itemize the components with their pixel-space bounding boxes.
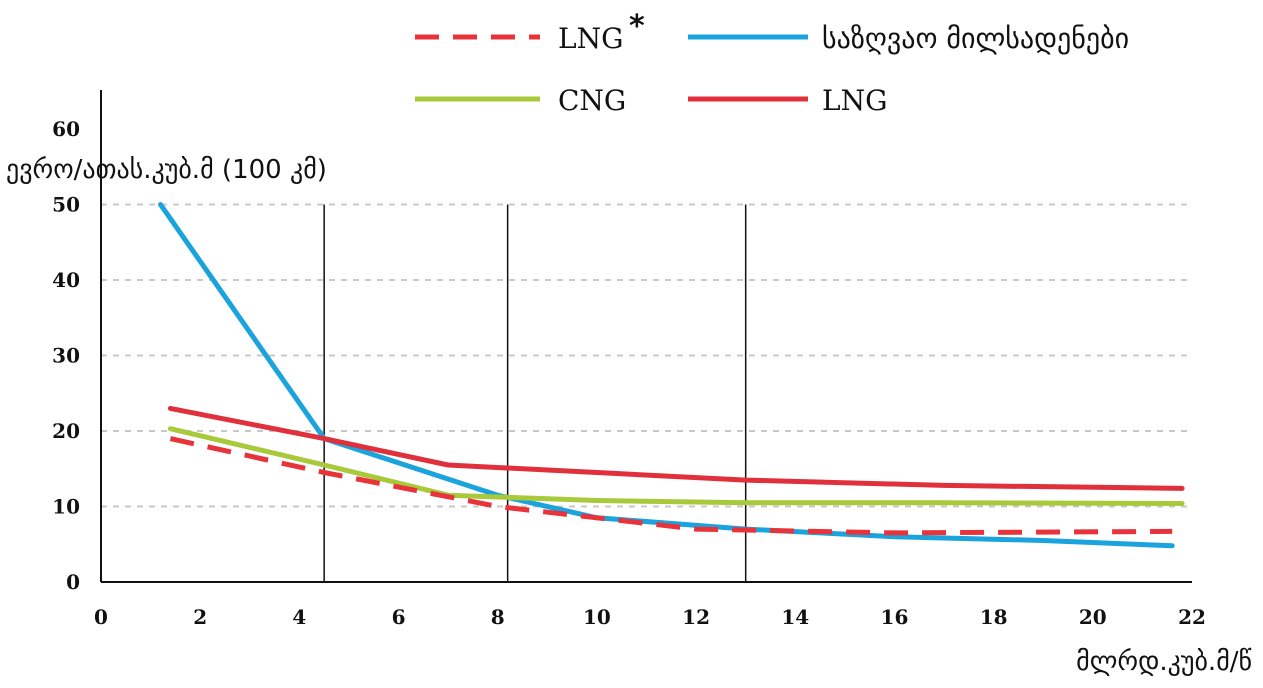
x-tick-label: 2 bbox=[193, 605, 207, 629]
vertical-markers bbox=[323, 204, 747, 582]
y-tick-label: 10 bbox=[52, 495, 80, 519]
series-line-0 bbox=[169, 436, 1173, 536]
series-line-3 bbox=[167, 405, 1185, 491]
series-line-1 bbox=[158, 202, 1175, 549]
x-tick-label: 12 bbox=[682, 605, 710, 629]
y-tick-label: 40 bbox=[52, 268, 80, 292]
x-tick-label: 8 bbox=[491, 605, 505, 629]
legend-asterisk: * bbox=[629, 9, 645, 44]
y-tick-label: 60 bbox=[52, 117, 80, 141]
y-tick-label: 20 bbox=[52, 419, 80, 443]
y-tick-label: 50 bbox=[52, 193, 80, 217]
y-axis-title: ევრო/ათას.კუბ.მ (100 კმ) bbox=[6, 155, 327, 185]
x-tick-label: 20 bbox=[1079, 605, 1107, 629]
x-axis-title: მლრდ.კუბ.მ/წ bbox=[1076, 647, 1252, 677]
legend: LNG * საზღვაო მილსადენები CNG LNG bbox=[415, 9, 1129, 117]
y-tick-label: 0 bbox=[66, 570, 80, 594]
x-tick-label: 4 bbox=[292, 605, 306, 629]
y-tick-label: 30 bbox=[52, 344, 80, 368]
x-tick-label: 22 bbox=[1178, 605, 1206, 629]
series-lines bbox=[158, 202, 1185, 549]
series-line-2 bbox=[167, 426, 1185, 506]
x-tick-label: 16 bbox=[881, 605, 909, 629]
x-tick-label: 6 bbox=[392, 605, 406, 629]
x-tick-label: 0 bbox=[94, 605, 108, 629]
axes bbox=[100, 90, 1192, 583]
x-tick-label: 18 bbox=[980, 605, 1008, 629]
legend-label-cng: CNG bbox=[558, 84, 626, 117]
x-tick-label: 14 bbox=[781, 605, 809, 629]
legend-label-lng-solid: LNG bbox=[822, 84, 887, 117]
legend-label-pipelines: საზღვაო მილსადენები bbox=[822, 22, 1129, 55]
tick-labels: 0 2 4 6 8 10 12 14 16 18 20 22 0 10 20 30 40 50 60 bbox=[52, 117, 1206, 629]
x-tick-label: 10 bbox=[583, 605, 611, 629]
legend-label-lng-dashed: LNG bbox=[558, 22, 623, 55]
